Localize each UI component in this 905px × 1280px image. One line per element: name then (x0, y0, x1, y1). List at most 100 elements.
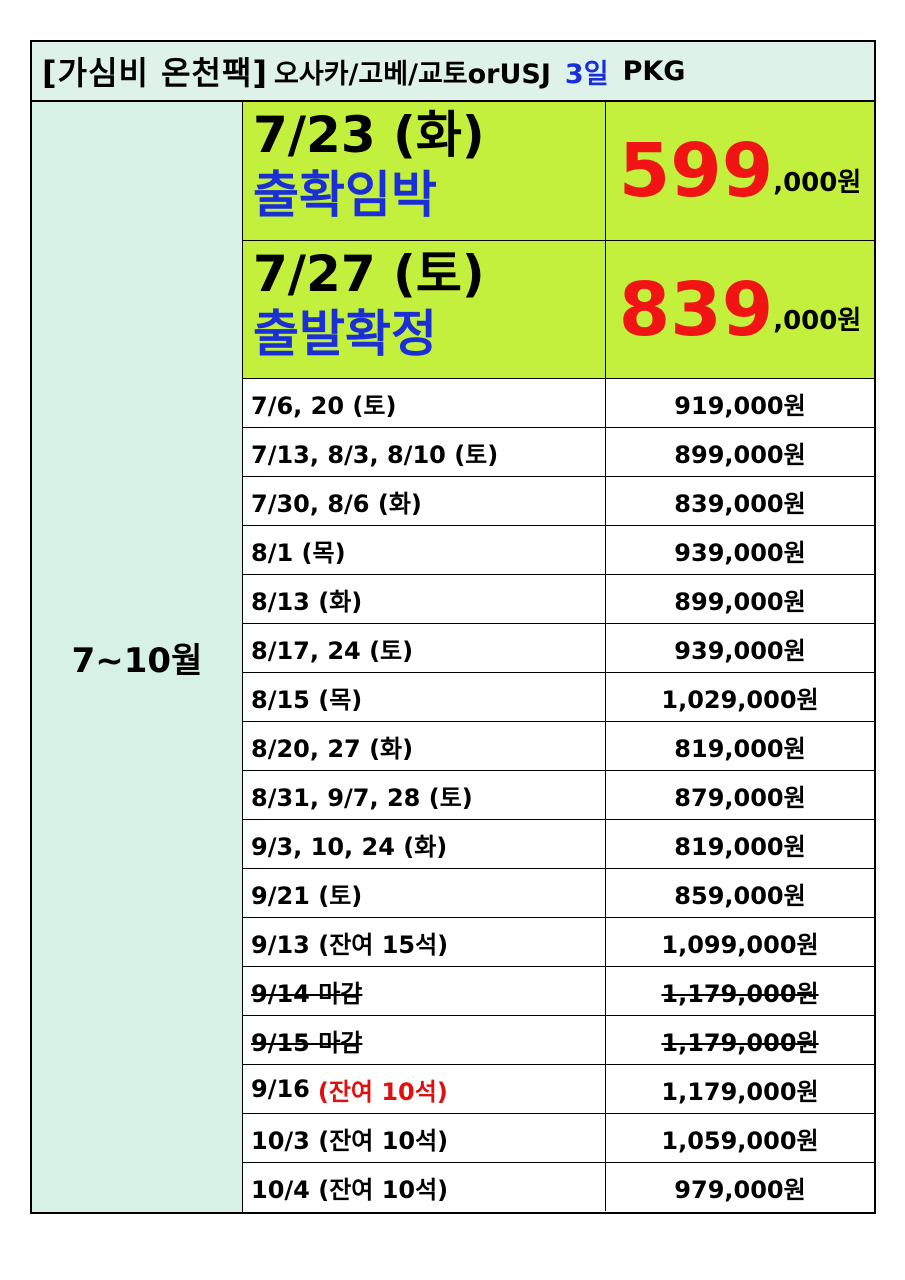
row-price-text: 899,000원 (674, 440, 806, 469)
row-price-text: 879,000원 (674, 783, 806, 812)
row-date: 8/31, 9/7, 28 (토) (243, 771, 606, 819)
row-price-text: 1,179,000원 (661, 1077, 819, 1106)
row-date-text: 8/1 (목) (251, 538, 346, 567)
month-label: 7~10월 (71, 640, 203, 681)
table-row: 8/1 (목) 939,000원 (243, 526, 874, 575)
highlight-date-cell: 7/27 (토) 출발확정 (243, 241, 606, 378)
row-price-text: 919,000원 (674, 391, 806, 420)
row-price: 1,099,000원 (606, 918, 874, 966)
row-date: 9/21 (토) (243, 869, 606, 917)
row-date: 9/14 마감 (243, 967, 606, 1015)
row-date-text: 9/16 (251, 1075, 310, 1103)
row-date-text: 9/21 (토) (251, 881, 363, 910)
highlight-status: 출확임박 (253, 166, 437, 224)
row-date-text: 9/15 마감 (251, 1028, 363, 1057)
row-date-text: 7/30, 8/6 (화) (251, 489, 422, 518)
row-date-text: 8/13 (화) (251, 587, 363, 616)
table-row: 9/16 (잔여 10석) 1,179,000원 (243, 1065, 874, 1114)
row-date: 9/15 마감 (243, 1016, 606, 1064)
row-price-text: 859,000원 (674, 881, 806, 910)
row-price: 819,000원 (606, 722, 874, 770)
highlight-date: 7/27 (토) (253, 245, 485, 303)
row-date: 7/6, 20 (토) (243, 379, 606, 427)
row-price-text: 1,179,000원 (661, 1028, 819, 1057)
row-date: 9/3, 10, 24 (화) (243, 820, 606, 868)
highlight-price-big: 839 (618, 266, 774, 353)
row-date-text: 8/17, 24 (토) (251, 636, 414, 665)
row-price-text: 819,000원 (674, 734, 806, 763)
row-price-text: 939,000원 (674, 538, 806, 567)
schedule-rows: 7/6, 20 (토) 919,000원 7/13, 8/3, 8/10 (토) 89… (243, 379, 874, 1211)
row-date: 8/15 (목) (243, 673, 606, 721)
row-price-text: 1,179,000원 (661, 979, 819, 1008)
row-date-text: 8/20, 27 (화) (251, 734, 414, 763)
row-price: 939,000원 (606, 526, 874, 574)
row-price: 899,000원 (606, 575, 874, 623)
table-row: 7/13, 8/3, 8/10 (토) 899,000원 (243, 428, 874, 477)
row-date-text: 9/14 마감 (251, 979, 363, 1008)
row-date: 10/3 (잔여 10석) (243, 1114, 606, 1162)
row-date: 8/20, 27 (화) (243, 722, 606, 770)
row-date-text: 9/3, 10, 24 (화) (251, 832, 448, 861)
row-price: 939,000원 (606, 624, 874, 672)
highlight-status: 출발확정 (253, 305, 437, 363)
row-price: 879,000원 (606, 771, 874, 819)
row-price: 819,000원 (606, 820, 874, 868)
highlight-row: 7/23 (화) 출확임박 599 ,000원 (243, 102, 874, 241)
highlight-row: 7/27 (토) 출발확정 839 ,000원 (243, 241, 874, 379)
highlight-price: 599 ,000원 (606, 102, 874, 240)
row-price: 1,179,000원 (606, 1016, 874, 1064)
highlight-date: 7/23 (화) (253, 106, 485, 164)
table-row: 8/13 (화) 899,000원 (243, 575, 874, 624)
row-date-text: 8/15 (목) (251, 685, 363, 714)
row-date: 7/13, 8/3, 8/10 (토) (243, 428, 606, 476)
row-price-text: 839,000원 (674, 489, 806, 518)
table-row: 10/4 (잔여 10석) 979,000원 (243, 1163, 874, 1211)
title-pkg: PKG (622, 55, 686, 87)
table-row: 8/17, 24 (토) 939,000원 (243, 624, 874, 673)
table-row: 10/3 (잔여 10석) 1,059,000원 (243, 1114, 874, 1163)
row-date-text: 10/4 (잔여 10석) (251, 1175, 449, 1204)
row-price-text: 1,059,000원 (661, 1126, 819, 1155)
title-main: [가심비 온천팩] (42, 54, 269, 92)
row-date-text: 7/6, 20 (토) (251, 391, 397, 420)
table-row: 7/30, 8/6 (화) 839,000원 (243, 477, 874, 526)
row-price: 859,000원 (606, 869, 874, 917)
month-column: 7~10월 (32, 102, 243, 1212)
row-price: 1,179,000원 (606, 1065, 874, 1113)
row-date-text: 9/13 (잔여 15석) (251, 930, 449, 959)
price-table: [가심비 온천팩] 오사카/고베/교토orUSJ 3일 PKG 7~10월 7/… (30, 40, 876, 1214)
row-price-text: 899,000원 (674, 587, 806, 616)
highlight-price-big: 599 (618, 128, 774, 214)
highlight-date-cell: 7/23 (화) 출확임박 (243, 102, 606, 240)
row-price-text: 939,000원 (674, 636, 806, 665)
row-date-text: 10/3 (잔여 10석) (251, 1126, 449, 1155)
title-days: 3일 (564, 58, 609, 90)
table-row: 8/20, 27 (화) 819,000원 (243, 722, 874, 771)
row-date: 8/13 (화) (243, 575, 606, 623)
row-date: 9/13 (잔여 15석) (243, 918, 606, 966)
row-price-text: 979,000원 (674, 1175, 806, 1204)
title-route: 오사카/고베/교토orUSJ (274, 58, 551, 90)
table-row: 9/15 마감 1,179,000원 (243, 1016, 874, 1065)
highlight-price-rest: ,000원 (773, 306, 862, 336)
row-date-note: (잔여 10석) (317, 1077, 448, 1106)
highlight-price: 839 ,000원 (606, 241, 874, 378)
row-price: 839,000원 (606, 477, 874, 525)
row-price: 919,000원 (606, 379, 874, 427)
table-title: [가심비 온천팩] 오사카/고베/교토orUSJ 3일 PKG (32, 42, 874, 102)
row-date: 9/16 (잔여 10석) (243, 1065, 606, 1113)
row-price: 1,179,000원 (606, 967, 874, 1015)
row-price: 899,000원 (606, 428, 874, 476)
row-date: 7/30, 8/6 (화) (243, 477, 606, 525)
row-price-text: 819,000원 (674, 832, 806, 861)
row-date-text: 8/31, 9/7, 28 (토) (251, 783, 473, 812)
row-price-text: 1,029,000원 (661, 685, 819, 714)
table-row: 8/31, 9/7, 28 (토) 879,000원 (243, 771, 874, 820)
row-date: 8/17, 24 (토) (243, 624, 606, 672)
row-price: 979,000원 (606, 1163, 874, 1211)
row-date-text: 7/13, 8/3, 8/10 (토) (251, 440, 499, 469)
row-price: 1,059,000원 (606, 1114, 874, 1162)
row-price-text: 1,099,000원 (661, 930, 819, 959)
table-row: 9/3, 10, 24 (화) 819,000원 (243, 820, 874, 869)
